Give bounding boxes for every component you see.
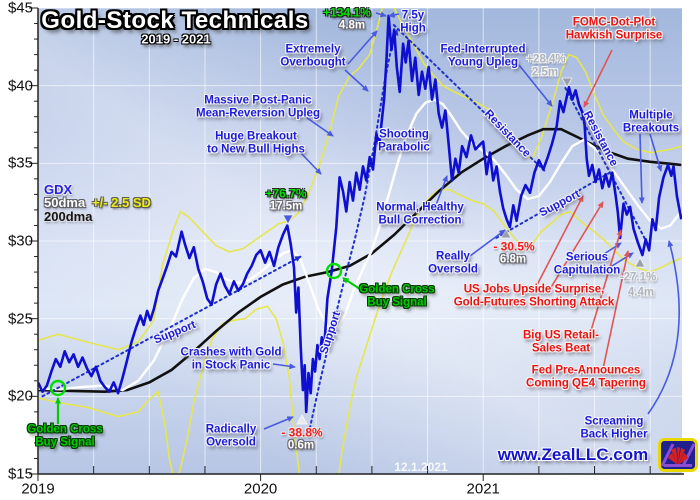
annotation-arrow [347,30,378,65]
annotation-arrow [299,112,334,137]
golden-cross-marker [49,379,67,397]
annotation-arrow [388,11,400,18]
annotation-arrow [549,201,604,290]
golden-cross-marker [325,262,343,280]
trendlines [41,24,649,435]
pointer-triangle [282,214,294,226]
annotation-arrow [299,151,322,175]
annotation-arrow [602,250,630,370]
pointer-triangle [561,77,573,89]
upper-band-line [38,8,682,351]
lower-band-line [38,188,682,474]
annotation-arrow [342,277,364,292]
trendline-resistance-2020-2021 [392,24,548,174]
trendline-support-2021 [495,171,611,239]
annotation-arrow [647,240,680,415]
annotation-arrow [272,363,296,370]
annotation-arrow [344,69,369,92]
annotation-arrow [583,49,613,108]
annotation-arrow [263,416,294,430]
annotation-arrow [535,195,584,288]
tick-marks [29,7,651,481]
trendline-resistance-mid-2021 [564,87,649,246]
annotation-arrow [435,175,448,206]
annotation-arrow [649,133,663,172]
zeal-logo [658,438,698,472]
gridlines [38,7,682,474]
trendline-support-2019 [41,255,302,398]
annotation-arrow [589,229,623,335]
price-series [38,8,682,474]
annotation-arrow [518,64,553,107]
annotation-arrow [375,11,387,18]
gdx-price-line [38,14,682,414]
annotation-arrow [469,229,506,257]
pointer-triangle [634,256,646,268]
annotation-arrow [638,133,645,204]
pointer-triangle [296,413,308,425]
website-link[interactable]: www.ZealLLC.com [497,445,649,464]
annotation-arrow [600,242,622,257]
trendline-support-parabola-2020 [307,28,399,435]
